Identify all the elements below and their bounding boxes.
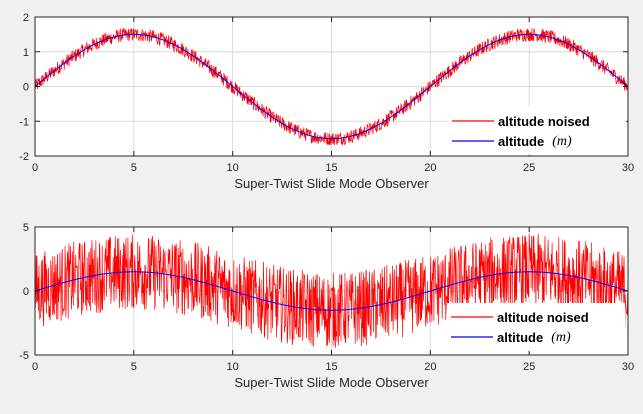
x-tick-label: 30 — [622, 361, 634, 373]
legend-entry: altitude — [498, 134, 544, 149]
x-tick-label: 15 — [325, 162, 337, 174]
y-tick-label: 1 — [23, 47, 29, 59]
x-tick-label: 15 — [325, 361, 337, 373]
x-tick-label: 10 — [227, 162, 239, 174]
x-tick-label: 5 — [131, 162, 137, 174]
legend-entry: altitude noised — [498, 114, 590, 129]
legend-unit: (m) — [552, 134, 572, 149]
x-tick-label: 25 — [523, 361, 535, 373]
y-tick-label: -1 — [19, 116, 29, 128]
legend-entry: altitude noised — [497, 310, 589, 325]
x-tick-label: 30 — [622, 162, 634, 174]
legend: altitude noised altitude (m) — [448, 107, 626, 155]
legend-entry: altitude — [497, 330, 543, 345]
legend-box — [448, 107, 626, 155]
legend-box — [447, 303, 625, 351]
series-line-altitude — [35, 271, 628, 311]
y-tick-label: 0 — [23, 82, 29, 94]
x-tick-label: 5 — [131, 361, 137, 373]
y-tick-label: 2 — [23, 12, 29, 24]
series-line-altitude — [35, 33, 628, 140]
x-axis-label: Super-Twist Slide Mode Observer — [234, 375, 429, 390]
x-tick-label: 20 — [424, 162, 436, 174]
y-tick-label: -2 — [19, 151, 29, 163]
top-chart: 0 5 10 15 20 25 30 -2 -1 0 1 2 Super-Twist Slide Mod… — [19, 12, 634, 191]
legend: altitude noised altitude (m) — [447, 303, 625, 351]
y-tick-label: 5 — [23, 222, 29, 234]
legend-unit: (m) — [551, 330, 571, 345]
series-line-altitude-noised — [35, 233, 628, 348]
x-tick-label: 25 — [523, 162, 535, 174]
x-tick-label: 0 — [32, 162, 38, 174]
x-tick-label: 10 — [227, 361, 239, 373]
x-tick-label: 20 — [424, 361, 436, 373]
x-axis-label: Super-Twist Slide Mode Observer — [234, 176, 429, 191]
x-tick-label: 0 — [32, 361, 38, 373]
y-tick-label: 0 — [23, 286, 29, 298]
series-line-altitude-noised — [35, 27, 628, 146]
y-tick-label: -5 — [19, 350, 29, 362]
